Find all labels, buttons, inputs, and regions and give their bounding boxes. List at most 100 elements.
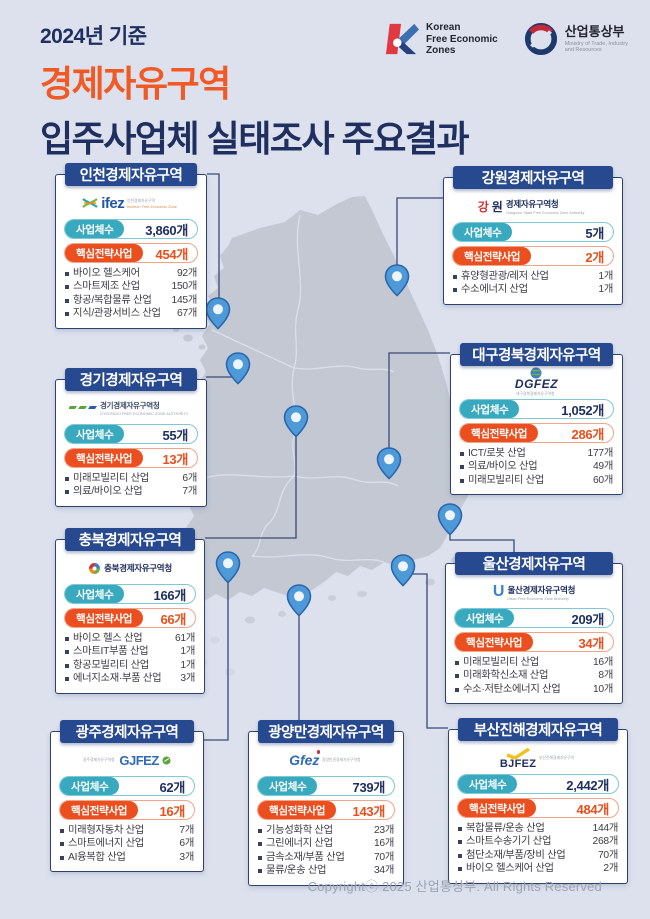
map-pin-gwangyang [286, 584, 312, 617]
business-count-row: 사업체수 3,860개 [64, 219, 198, 239]
industry-item: 미래모빌리티 산업 16개 [455, 656, 613, 669]
industry-item: 미래형자동차 산업 7개 [60, 824, 194, 837]
map-pin-incheon [205, 297, 231, 330]
industry-item: 금속소재/부품 산업 70개 [258, 851, 394, 864]
zone-card-gwangyang: 광양만경제자유구역 Gfez 광양만권경제자유구역청 사업체수 739개 핵심전략… [248, 720, 404, 886]
gyeonggi-logo-icon [69, 403, 98, 413]
zone-card-gangwon: 강원경제자유구역 강 원 경제자유구역청 Gangwon State Free Eco… [443, 166, 623, 305]
dgfez-logo-subtext: 대구경북경제자유구역청 [516, 391, 555, 396]
gfez-logo-text: 광양만권경제자유구역청 [322, 757, 361, 762]
bullet-icon [458, 866, 462, 871]
zone-card-daegu: 대구경북경제자유구역 DGFEZ 대구경북경제자유구역청 사업체수 1,052개 … [450, 343, 623, 496]
map-pin-gyeonggi [225, 352, 251, 385]
bullet-icon [258, 828, 262, 833]
gfez-dot-icon [316, 750, 321, 754]
motie-logo-text: 산업통상부 Ministry of Trade, Industry and Res… [564, 23, 628, 54]
industry-item: 수소에너지 산업 1개 [453, 283, 613, 296]
zone-card-body: 충북경제자유구역청 사업체수 166개 핵심전략사업 66개 바이오 헬스 산업… [55, 539, 205, 694]
zone-card-body: 광주경제자유구역청 GJFEZ 사업체수 62개 핵심전략사업 16개 미래형자동… [50, 731, 204, 873]
industry-item: 수소·저탄소에너지 산업 10개 [455, 683, 613, 696]
bullet-icon [65, 311, 69, 316]
province-borders [204, 214, 399, 563]
report-year: 2024년 기준 [40, 25, 147, 48]
bullet-icon [65, 650, 69, 655]
core-strategy-label: 핵심전략사업 [65, 609, 144, 627]
zone-title: 인천경제자유구역 [79, 168, 183, 184]
bullet-icon [65, 663, 69, 668]
business-count-row: 사업체수 739개 [257, 776, 395, 796]
industry-item: 에너지소재·부품 산업 3개 [65, 672, 195, 685]
business-count-value: 739개 [352, 779, 386, 795]
industry-item: 바이오 헬스케어 92개 [65, 267, 197, 280]
org-logos: Korean Free Economic Zones 산업통상부 Ministr… [385, 22, 628, 57]
bullet-icon [65, 271, 69, 276]
zone-card-ulsan: 울산경제자유구역 U 울산경제자유구역청 Ulsan Free Economic Z… [445, 552, 623, 705]
bullet-icon [453, 288, 457, 293]
zone-authority-logo: U 울산경제자유구역청 Ulsan Free Economic Zone Autho… [454, 580, 614, 604]
zone-title: 부산진해경제자유구역 [473, 723, 603, 739]
zone-card-header: 충북경제자유구역 [65, 528, 195, 551]
bullet-icon [65, 285, 69, 290]
core-strategy-row: 핵심전략사업 2개 [452, 246, 614, 266]
business-count-label: 사업체수 [60, 777, 120, 795]
industry-item: 스마트에너지 산업 6개 [60, 837, 194, 850]
gangwon-logo-text: 경제자유구역청 [505, 198, 559, 209]
ifez-logo-text: 인천경제자유구역 [127, 197, 156, 203]
gyeonggi-logo-subtext: GYEONGGI FREE ECONOMIC ZONE AUTHORITY [100, 411, 189, 416]
bullet-icon [460, 465, 464, 470]
gangwon-logo-subtext: Gangwon State Free Economic Zone Authori… [505, 209, 585, 215]
zone-card-header: 광주경제자유구역 [60, 720, 194, 743]
industry-item: 그린에너지 산업 16개 [258, 837, 394, 850]
business-count-value: 209개 [571, 611, 605, 627]
business-count-value: 166개 [153, 587, 187, 603]
zone-authority-logo: 충북경제자유구역청 [64, 556, 196, 580]
core-strategy-row: 핵심전략사업 454개 [64, 243, 198, 263]
core-strategy-value: 13개 [162, 451, 188, 467]
core-strategy-label: 핵심전략사업 [453, 247, 532, 265]
zone-card-body: U 울산경제자유구역청 Ulsan Free Economic Zone Autho… [445, 563, 623, 705]
zone-card-header: 대구경북경제자유구역 [460, 343, 613, 366]
zone-card-header: 울산경제자유구역 [455, 552, 613, 575]
core-strategy-value: 454개 [155, 246, 189, 262]
bullet-icon [65, 298, 69, 303]
bullet-icon [458, 826, 462, 831]
zone-card-header: 강원경제자유구역 [453, 166, 613, 189]
zone-card-header: 부산진해경제자유구역 [458, 718, 618, 741]
ulsan-logo-text: 울산경제자유구역청 [507, 584, 576, 595]
zone-title: 광주경제자유구역 [75, 725, 179, 741]
core-strategy-label: 핵심전략사업 [455, 633, 534, 651]
business-count-value: 62개 [159, 779, 185, 795]
business-count-label: 사업체수 [65, 220, 125, 238]
bullet-icon [455, 674, 459, 679]
business-count-row: 사업체수 5개 [452, 222, 614, 242]
core-strategy-row: 핵심전략사업 66개 [64, 608, 196, 628]
copyright-text: Copyrightⓒ 2025 산업통상부. All Rights Reserv… [307, 879, 602, 894]
core-strategy-label: 핵심전략사업 [458, 799, 537, 817]
motie-logo: 산업통상부 Ministry of Trade, Industry and Res… [524, 22, 628, 57]
zone-card-incheon: 인천경제자유구역 ifez 인천경제자유구역 Incheon Free Econom… [55, 163, 207, 329]
core-strategy-row: 핵심전략사업 286개 [459, 423, 614, 443]
core-strategy-label: 핵심전략사업 [65, 449, 144, 467]
zone-card-body: DGFEZ 대구경북경제자유구역청 사업체수 1,052개 핵심전략사업 286개… [450, 354, 623, 496]
industry-item: 지식/관광서비스 산업 67개 [65, 307, 197, 320]
business-count-value: 55개 [162, 427, 188, 443]
core-strategy-row: 핵심전략사업 16개 [59, 800, 195, 820]
industry-item: 미래화학신소재 산업 8개 [455, 669, 613, 682]
industry-list: 바이오 헬스 산업 61개 스마트IT부품 산업 1개 항공모빌리티 산업 1개 에너지소재… [64, 632, 196, 686]
industry-list: 휴양형관광/레저 산업 1개 수소에너지 산업 1개 [452, 270, 614, 297]
zone-authority-logo: DGFEZ 대구경북경제자유구역청 [459, 367, 614, 396]
bullet-icon [258, 868, 262, 873]
business-count-value: 2,442개 [566, 777, 609, 793]
zone-card-gwangju: 광주경제자유구역 광주경제자유구역청 GJFEZ 사업체수 62개 핵심전략사업 … [50, 720, 204, 873]
core-strategy-value: 16개 [159, 803, 185, 819]
zone-card-body: BJFEZ 부산진해경제자유구역 사업체수 2,442개 핵심전략사업 484개 … [448, 729, 628, 884]
zone-authority-logo: 광주경제자유구역청 GJFEZ [59, 748, 195, 772]
industry-item: 바이오 헬스 산업 61개 [65, 632, 195, 645]
bullet-icon [60, 828, 64, 833]
zone-title: 경기경제자유구역 [79, 373, 183, 389]
industry-list: 복합물류/운송 산업 144개 스마트수송기기 산업 268개 첨단소재/부품/장비 산… [457, 822, 619, 876]
business-count-row: 사업체수 1,052개 [459, 399, 614, 419]
industry-item: 스마트수송기기 산업 268개 [458, 835, 618, 848]
map-pin-chungbuk [283, 405, 309, 438]
